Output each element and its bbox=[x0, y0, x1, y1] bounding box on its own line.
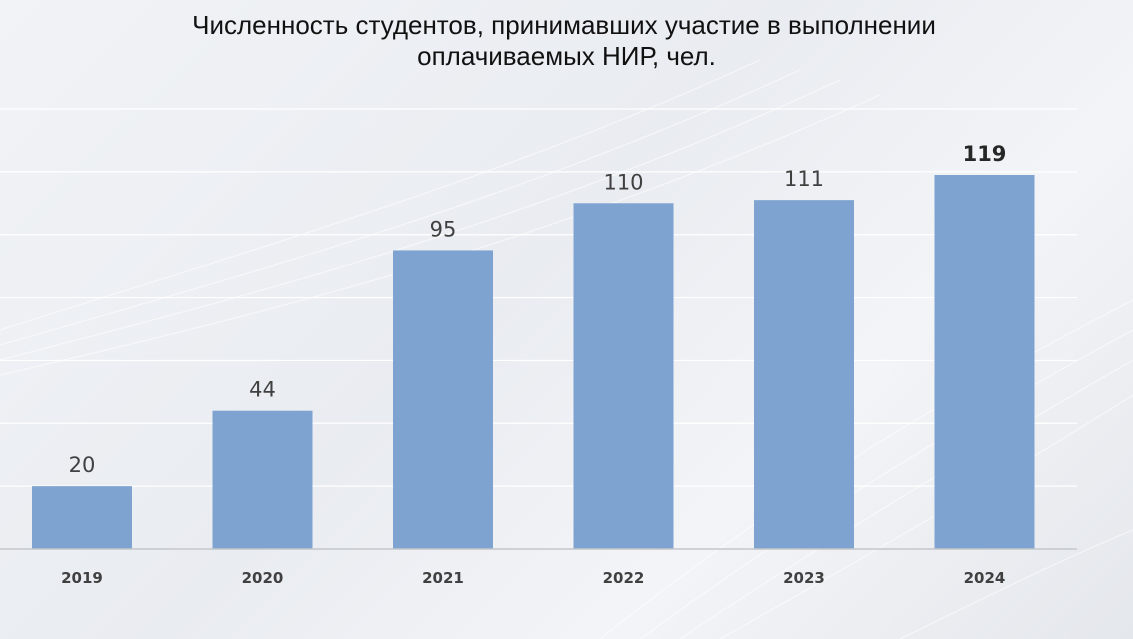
bar-2020 bbox=[212, 410, 313, 549]
chart-title-line-2: оплачиваемых НИР, чел. bbox=[417, 41, 716, 71]
bar-2023 bbox=[754, 200, 854, 549]
bar-2021 bbox=[393, 250, 493, 549]
x-tick-2024: 2024 bbox=[964, 569, 1006, 587]
x-tick-2021: 2021 bbox=[422, 569, 464, 587]
chart-title: Численность студентов, принимавших участ… bbox=[0, 10, 1133, 72]
chart-title-line-1: Численность студентов, принимавших участ… bbox=[192, 10, 936, 40]
x-tick-2022: 2022 bbox=[603, 569, 645, 587]
x-tick-2020: 2020 bbox=[242, 569, 284, 587]
bars bbox=[32, 175, 1035, 550]
x-tick-2023: 2023 bbox=[783, 569, 825, 587]
value-label-2020: 44 bbox=[249, 378, 276, 402]
bar-2022 bbox=[573, 203, 674, 550]
value-label-2019: 20 bbox=[69, 453, 96, 477]
value-label-2024: 119 bbox=[963, 142, 1007, 166]
x-tick-2019: 2019 bbox=[61, 569, 103, 587]
bar-2019 bbox=[32, 486, 132, 549]
bar-2024 bbox=[934, 175, 1035, 549]
value-labels: 20 44 95 110 111 119 bbox=[69, 142, 1007, 477]
x-tick-labels: 2019 2020 2021 2022 2023 2024 bbox=[61, 569, 1005, 587]
value-label-2021: 95 bbox=[430, 217, 457, 241]
grid-lines bbox=[0, 108, 1077, 487]
value-label-2023: 111 bbox=[784, 167, 824, 191]
value-label-2022: 110 bbox=[603, 170, 643, 194]
